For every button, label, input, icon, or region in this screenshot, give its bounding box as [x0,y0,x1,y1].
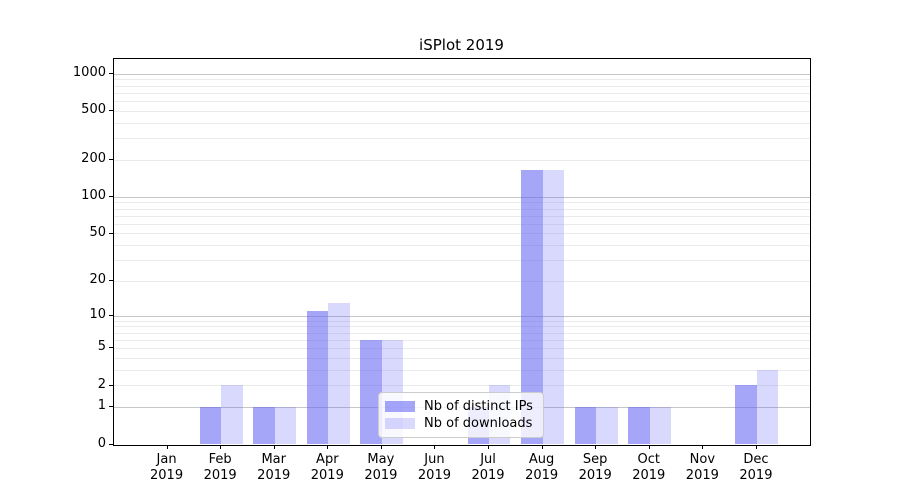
y-tick-label-5: 5 [97,339,106,355]
x-tick-year: 2019 [525,468,559,483]
y-tick-label-500: 500 [81,102,106,118]
legend-label-distinct-ips: Nb of distinct IPs [424,398,533,414]
gridline-minor-700 [114,92,810,94]
gridline-minor-800 [114,85,810,87]
bar-downloads-dec [756,369,779,444]
y-tick-label-2: 2 [97,376,106,392]
x-tick-label-jul: Jul 2019 [456,452,520,484]
gridline-minor-50 [114,233,810,235]
gridline-minor-90 [114,202,810,204]
x-tick-year: 2019 [203,468,237,483]
bar-distinct-ips-feb [199,406,222,444]
bar-downloads-mar [274,406,297,444]
x-tick-label-mar: Mar 2019 [242,452,306,484]
x-tick-month: Jan [156,452,177,467]
gridline-minor-3 [114,369,810,371]
x-tick-label-apr: Apr 2019 [295,452,359,484]
y-tick-label-0: 0 [97,435,106,451]
bar-distinct-ips-may [360,339,382,444]
gridline-minor-300 [114,138,810,140]
gridline-minor-30 [114,259,810,261]
x-tick-label-oct: Oct 2019 [617,452,681,484]
bar-downloads-feb [221,385,243,444]
x-tick-month: Sep [582,452,608,467]
gridline-minor-2 [114,385,810,387]
x-tick-label-dec: Dec 2019 [724,452,788,484]
gridline-minor-80 [114,208,810,210]
gridline-minor-4 [114,357,810,359]
bar-downloads-aug [542,170,565,444]
x-tick-month: Oct [637,452,660,467]
legend-swatch-distinct-ips [385,400,415,412]
bar-downloads-oct [649,406,672,444]
bar-downloads-apr [328,302,350,444]
x-tick-year: 2019 [632,468,666,483]
x-tick-year: 2019 [417,468,451,483]
x-tick-year: 2019 [310,468,344,483]
legend-swatch-downloads [385,418,415,430]
gridline-minor-5 [114,347,810,349]
y-tick-label-200: 200 [81,151,106,167]
x-tick-label-jan: Jan 2019 [135,452,199,484]
x-tick-year: 2019 [257,468,291,483]
bar-distinct-ips-oct [628,406,650,444]
gridline-minor-7 [114,332,810,334]
x-tick-month: Jul [480,452,496,467]
gridline-minor-200 [114,159,810,161]
x-tick-label-may: May 2019 [349,452,413,484]
x-tick-month: Apr [316,452,339,467]
x-tick-year: 2019 [471,468,505,483]
y-tick-label-50: 50 [89,224,106,240]
gridline-minor-40 [114,245,810,246]
x-tick-month: May [367,452,395,467]
x-tick-year: 2019 [364,468,398,483]
x-tick-label-feb: Feb 2019 [188,452,252,484]
gridline-major-1000 [114,73,810,75]
gridline-major-10 [114,315,810,317]
legend-item-downloads: Nb of downloads [385,416,535,431]
x-tick-label-sep: Sep 2019 [563,452,627,484]
gridline-major-100 [114,196,810,198]
gridline-minor-9 [114,320,810,322]
gridline-minor-500 [114,110,810,112]
bar-distinct-ips-sep [574,406,597,444]
y-tick-label-10: 10 [89,307,106,322]
chart-title: iSPlot 2019 [419,36,504,54]
gridline-minor-600 [114,101,810,103]
gridline-minor-900 [114,79,810,81]
legend-label-downloads: Nb of downloads [424,416,533,432]
bar-distinct-ips-mar [253,406,275,444]
x-tick-year: 2019 [685,468,719,483]
gridline-minor-70 [114,215,810,217]
y-tick-label-1000: 1000 [72,65,106,81]
gridline-minor-400 [114,122,810,124]
y-tick-label-1: 1 [97,398,106,414]
bar-distinct-ips-apr [306,310,329,444]
gridline-minor-8 [114,326,810,328]
bar-downloads-sep [596,406,618,444]
legend: Nb of distinct IPs Nb of downloads [378,392,544,438]
x-tick-month: Mar [261,452,286,467]
x-tick-month: Feb [208,452,232,467]
gridline-minor-6 [114,339,810,341]
gridline-minor-20 [114,280,810,282]
x-tick-year: 2019 [578,468,612,483]
gridline-minor-60 [114,223,810,225]
bar-distinct-ips-aug [521,170,543,444]
y-tick-label-20: 20 [89,272,106,288]
x-tick-month: Aug [528,452,555,467]
x-tick-year: 2019 [739,468,773,483]
x-tick-label-aug: Aug 2019 [510,452,574,484]
bar-distinct-ips-dec [735,385,757,444]
x-tick-label-jun: Jun 2019 [402,452,466,484]
plot-area [113,58,811,446]
legend-item-distinct-ips: Nb of distinct IPs [385,399,535,414]
x-tick-month: Jun [424,452,445,467]
x-tick-month: Nov [689,452,716,467]
x-tick-year: 2019 [150,468,184,483]
x-tick-month: Dec [743,452,769,467]
x-tick-label-nov: Nov 2019 [670,452,734,484]
y-tick-label-100: 100 [81,188,106,204]
